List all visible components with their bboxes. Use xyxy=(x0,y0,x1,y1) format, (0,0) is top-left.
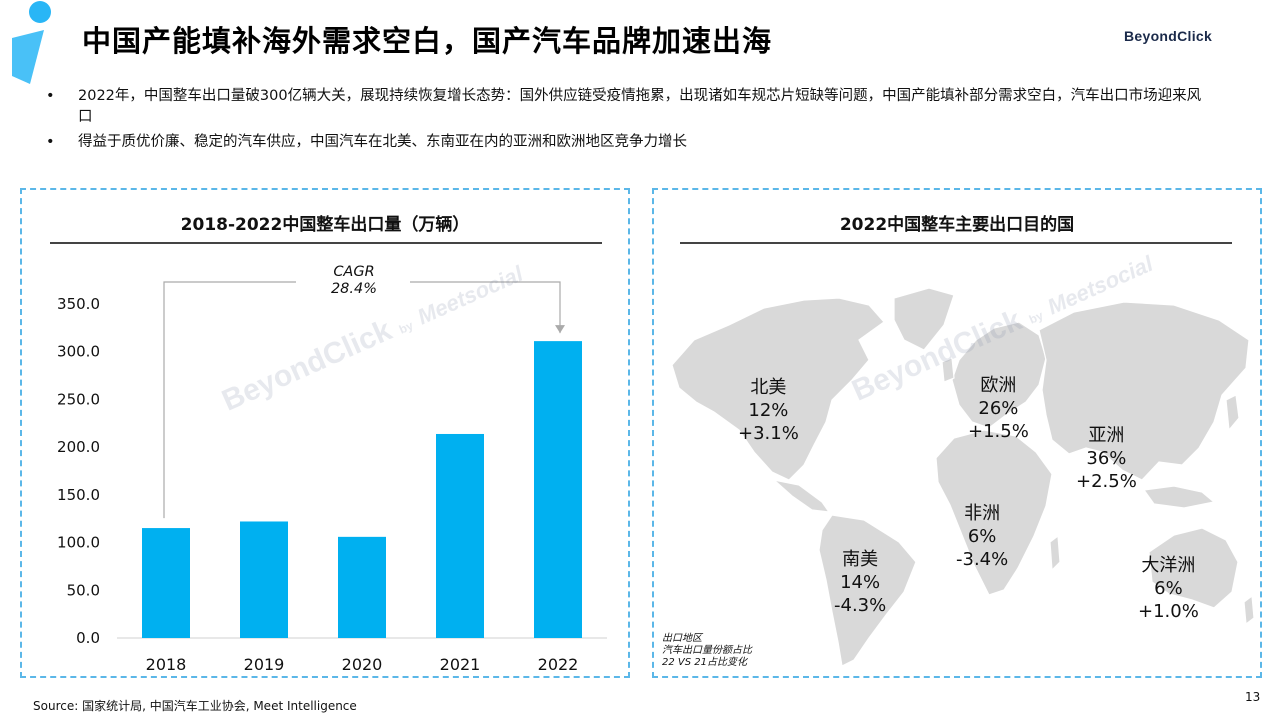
watermark-by: by xyxy=(1026,308,1046,327)
new-zealand-shape xyxy=(1243,594,1255,626)
export-destination-panel: 2022中国整车主要出口目的国 xyxy=(652,188,1262,678)
x-tick-label: 2019 xyxy=(244,655,285,674)
logo-decoration xyxy=(12,1,51,84)
greenland-shape xyxy=(893,287,955,351)
cagr-bracket-right xyxy=(410,281,561,334)
central-america-shape xyxy=(771,478,831,513)
region-share: 6% xyxy=(967,526,997,547)
bar xyxy=(338,536,386,638)
cagr-bracket-left xyxy=(163,281,296,519)
region-label-north-america: 北美 12% +3.1% xyxy=(738,376,799,445)
bullet-text: 得益于质优价廉、稳定的汽车供应，中国汽车在北美、东南亚在内的亚洲和欧洲地区竞争力… xyxy=(78,134,687,150)
y-tick-label: 250.0 xyxy=(57,390,100,408)
japan-shape xyxy=(1225,394,1240,432)
region-label-africa: 非洲 6% -3.4% xyxy=(956,502,1008,571)
region-share: 6% xyxy=(1154,578,1183,599)
region-change: -4.3% xyxy=(834,595,887,616)
cagr-arrowhead xyxy=(555,325,565,334)
region-share: 36% xyxy=(1086,448,1127,469)
cagr-label: CAGR xyxy=(333,264,375,280)
map-legend: 出口地区 汽车出口量份额占比 22 VS 21占比变化 xyxy=(662,633,752,669)
north-america-shape xyxy=(671,297,885,481)
bullet-text: 2022年，中国整车出口量破300亿辆大关，展现持续恢复增长态势：国外供应链受疫… xyxy=(78,88,1202,125)
bullet-dot: • xyxy=(46,88,55,104)
y-tick-label: 150.0 xyxy=(57,486,100,504)
world-map xyxy=(671,287,1255,667)
title-divider xyxy=(680,242,1232,244)
region-name: 欧洲 xyxy=(980,375,1017,396)
brand-logo: BeyondClick xyxy=(1124,28,1213,44)
region-change: -3.4% xyxy=(956,549,1009,570)
australia-shape xyxy=(1148,527,1239,609)
bullet-item: • 得益于质优价廉、稳定的汽车供应，中国汽车在北美、东南亚在内的亚洲和欧洲地区竞… xyxy=(46,132,1206,153)
legend-line: 22 VS 21占比变化 xyxy=(662,657,747,668)
x-tick-label: 2022 xyxy=(538,655,579,674)
region-change: +3.1% xyxy=(738,423,799,444)
region-name: 北美 xyxy=(750,377,787,398)
uk-shape xyxy=(941,357,955,383)
cagr-value: 28.4% xyxy=(330,281,378,297)
x-tick-label: 2021 xyxy=(440,655,481,674)
region-label-south-america: 南美 14% -4.3% xyxy=(834,548,886,617)
europe-shape xyxy=(951,321,1047,429)
south-america-shape xyxy=(818,514,917,667)
region-label-oceania: 大洋洲 6% +1.0% xyxy=(1138,554,1199,623)
bullet-list: • 2022年，中国整车出口量破300亿辆大关，展现持续恢复增长态势：国外供应链… xyxy=(46,86,1206,157)
bullet-dot: • xyxy=(46,134,55,150)
region-label-asia: 亚洲 36% +2.5% xyxy=(1076,424,1137,493)
y-tick-label: 300.0 xyxy=(57,343,100,361)
page-number: 13 xyxy=(1245,690,1261,704)
bar-chart: 0.0 50.0 100.0 150.0 200.0 250.0 300.0 350.0 201… xyxy=(57,281,607,674)
watermark-by: by xyxy=(396,318,416,337)
southeast-asia-islands-shape xyxy=(1142,485,1216,509)
bar xyxy=(142,528,190,638)
asia-shape xyxy=(1038,301,1250,481)
region-change: +1.5% xyxy=(968,421,1029,442)
bullet-item: • 2022年，中国整车出口量破300亿辆大关，展现持续恢复增长态势：国外供应链… xyxy=(46,86,1206,128)
y-tick-label: 100.0 xyxy=(57,534,100,552)
region-label-europe: 欧洲 26% +1.5% xyxy=(968,374,1029,443)
title-divider xyxy=(50,242,602,244)
bar xyxy=(240,521,288,638)
x-tick-label: 2020 xyxy=(342,655,383,674)
export-volume-panel: 2018-2022中国整车出口量（万辆） 0.0 50.0 100.0 150.0 20… xyxy=(20,188,630,678)
region-share: 26% xyxy=(978,398,1019,419)
region-name: 大洋洲 xyxy=(1141,555,1196,576)
legend-line: 汽车出口量份额占比 xyxy=(662,645,752,656)
region-name: 亚洲 xyxy=(1088,425,1125,446)
y-tick-label: 50.0 xyxy=(67,581,100,599)
map-title: 2022中国整车主要出口目的国 xyxy=(839,215,1075,235)
source-note: Source: 国家统计局, 中国汽车工业协会, Meet Intelligen… xyxy=(33,699,357,713)
region-change: +2.5% xyxy=(1076,471,1137,492)
madagascar-shape xyxy=(1049,534,1061,572)
chart-title: 2018-2022中国整车出口量（万辆） xyxy=(180,215,470,235)
legend-line: 出口地区 xyxy=(662,633,702,644)
x-tick-label: 2018 xyxy=(146,655,187,674)
region-share: 12% xyxy=(748,400,789,421)
cagr-annotation: CAGR 28.4% xyxy=(318,264,390,298)
y-tick-label: 350.0 xyxy=(57,295,100,313)
y-tick-label: 0.0 xyxy=(76,629,100,647)
page-title: 中国产能填补海外需求空白，国产汽车品牌加速出海 xyxy=(82,24,773,58)
bar xyxy=(436,433,484,638)
bar xyxy=(534,341,582,638)
region-change: +1.0% xyxy=(1138,601,1199,622)
africa-shape xyxy=(935,429,1053,596)
region-name: 南美 xyxy=(842,549,879,570)
region-name: 非洲 xyxy=(964,503,1001,524)
y-tick-label: 200.0 xyxy=(57,438,100,456)
region-share: 14% xyxy=(840,572,881,593)
